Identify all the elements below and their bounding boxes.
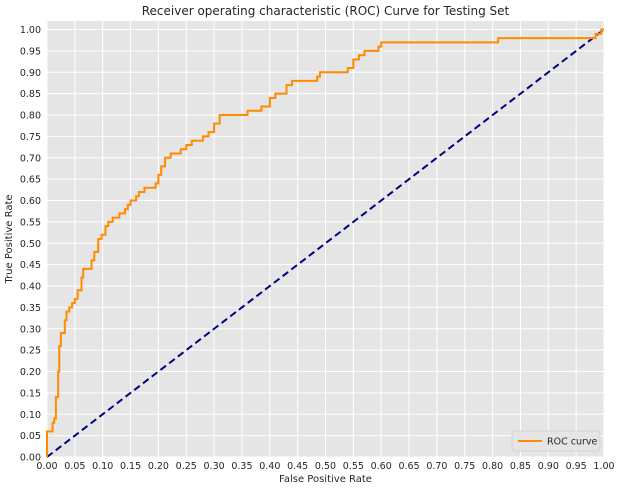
legend-label-roc: ROC curve (547, 437, 598, 448)
chart-title: Receiver operating characteristic (ROC) … (142, 4, 510, 18)
y-tick-label: 0.40 (20, 282, 41, 293)
x-tick-label: 0.85 (510, 461, 531, 472)
roc-curve-layer (46, 28, 604, 457)
y-tick-label: 0.20 (20, 367, 41, 378)
y-tick-label: 0.15 (20, 388, 41, 399)
y-tick-label: 0.10 (20, 410, 41, 421)
chance-diagonal-layer (46, 28, 605, 458)
y-tick-label: 0.50 (20, 239, 41, 250)
x-tick-label: 0.35 (231, 461, 252, 472)
x-tick-label: 0.15 (120, 461, 141, 472)
y-tick-label: 0.75 (20, 132, 41, 143)
grid-lines (46, 21, 605, 458)
y-tick-label: 0.30 (20, 324, 41, 335)
y-tick-label: 0.25 (20, 346, 41, 357)
y-tick-labels: 0.00 0.05 0.10 0.15 0.20 0.25 0.30 0.35 0.40 0.45… (20, 25, 41, 463)
roc-curve-line (46, 28, 604, 457)
x-tick-label: 0.65 (398, 461, 419, 472)
y-axis-label: True Positive Rate (4, 194, 15, 284)
chance-diagonal-line (46, 28, 605, 458)
x-tick-label: 0.95 (566, 461, 587, 472)
y-tick-label: 0.90 (20, 68, 41, 79)
y-tick-label: 0.55 (20, 217, 41, 228)
legend: ROC curve (511, 430, 601, 452)
x-tick-label: 0.10 (92, 461, 113, 472)
x-tick-label: 0.45 (287, 461, 308, 472)
x-tick-label: 1.00 (593, 461, 614, 472)
x-tick-label: 0.25 (176, 461, 197, 472)
x-tick-label: 0.00 (36, 461, 57, 472)
x-tick-label: 0.90 (538, 461, 559, 472)
x-tick-label: 0.20 (148, 461, 169, 472)
x-tick-label: 0.40 (259, 461, 280, 472)
y-tick-label: 0.85 (20, 89, 41, 100)
legend-box (511, 430, 601, 452)
y-tick-label: 0.80 (20, 111, 41, 122)
x-tick-label: 0.70 (426, 461, 447, 472)
y-tick-label: 0.70 (20, 153, 41, 164)
y-tick-label: 0.60 (20, 196, 41, 207)
y-tick-label: 0.35 (20, 303, 41, 314)
x-tick-label: 0.05 (64, 461, 85, 472)
y-tick-label: 0.65 (20, 175, 41, 186)
x-tick-labels: 0.00 0.05 0.10 0.15 0.20 0.25 0.30 0.35 0.40 0.45… (36, 461, 614, 472)
y-tick-label: 1.00 (20, 25, 41, 36)
y-tick-label: 0.00 (20, 453, 41, 464)
x-tick-label: 0.30 (204, 461, 225, 472)
y-tick-label: 0.45 (20, 260, 41, 271)
x-tick-label: 0.55 (343, 461, 364, 472)
x-tick-label: 0.50 (315, 461, 336, 472)
x-axis-label: False Positive Rate (279, 474, 372, 485)
y-tick-label: 0.05 (20, 431, 41, 442)
x-tick-label: 0.80 (482, 461, 503, 472)
y-tick-label: 0.95 (20, 46, 41, 57)
x-tick-label: 0.60 (371, 461, 392, 472)
x-tick-label: 0.75 (454, 461, 475, 472)
